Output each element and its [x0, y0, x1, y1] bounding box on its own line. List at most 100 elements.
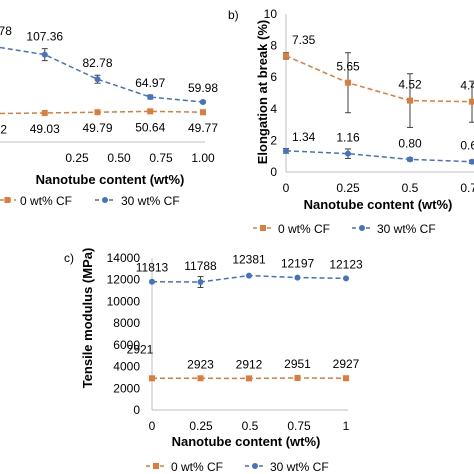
panel-b-series-0-data-label: 4.52	[398, 78, 422, 92]
panel-b-x-tick-label: 0.25	[336, 181, 360, 195]
panel-c-series-0-point	[294, 374, 301, 381]
panel-c-series-1-point	[294, 274, 301, 281]
panel-a-x-tick-label: 0.25	[65, 151, 89, 165]
panel-b-y-tick-label: 10	[264, 7, 278, 21]
panel-a-x-tick-label: 0.50	[107, 151, 131, 165]
panel-b-series-0-point	[283, 52, 289, 59]
panel-b-series-0-data-label: 4.45	[460, 79, 474, 93]
panel-b-series-1-data-label: 0.65	[460, 139, 474, 153]
panel-b-series-0-point	[407, 97, 413, 104]
panel-b-series-1-data-label: 0.80	[398, 136, 422, 150]
panel-c-series-0-data-label: 2923	[187, 357, 214, 371]
panel-c-series-1-data-label: 12381	[232, 253, 266, 267]
panel-a-series-1-data-label: 64.97	[135, 76, 165, 90]
panel-b-series-1-line	[285, 150, 473, 163]
panel-a-legend: 0 wt% CF 30 wt% CF	[0, 194, 180, 208]
panel-b-series-1-point	[345, 150, 351, 157]
legend-marker-30wt-cf	[252, 463, 258, 469]
panel-b-series-0-point	[345, 79, 351, 86]
panel-c-letter: c)	[64, 251, 74, 265]
panel-c-series-0-data-label: 2927	[333, 357, 360, 371]
panel-b-series-1-point	[407, 156, 413, 163]
panel-b-series-0-line	[285, 55, 473, 103]
legend-marker-30wt-cf	[102, 197, 108, 203]
panel-c-series-1-point	[197, 279, 204, 286]
panel-c-y-tick-label: 14000	[107, 251, 141, 265]
panel-c-y-tick-label: 4000	[113, 360, 140, 374]
panel-b-x-tick-label: 0.75	[460, 181, 474, 195]
panel-b-x-tick-label: 0	[283, 181, 290, 195]
panel-a-x-axis-title: Nanotube content (wt%)	[36, 172, 185, 187]
panel-c-series-1-data-label: 12123	[329, 257, 363, 271]
panel-c-x-axis-title: Nanotube content (wt%)	[172, 434, 321, 449]
panel-c-legend: 0 wt% CF 30 wt% CF	[146, 460, 329, 474]
legend-label-30wt-cf: 30 wt% CF	[121, 194, 180, 208]
panel-a-series-1-line	[0, 46, 204, 103]
panel-c-x-tick-label: 0.5	[242, 419, 259, 433]
panel-b-y-tick-label: 8	[270, 39, 277, 53]
panel-b-series-1-point	[283, 147, 289, 154]
panel-a-x-tick-label: 0.75	[149, 151, 173, 165]
panel-a-series-1-data-label: 115.78	[0, 24, 12, 38]
panel-c-series-1-data-label: 11813	[136, 261, 169, 275]
panel-c-y-tick-label: 6000	[113, 338, 140, 352]
legend-marker-0wt-cf	[260, 225, 266, 231]
panel-c-y-tick-label: 0	[133, 403, 140, 417]
panel-b-y-tick-label: 0	[270, 165, 277, 179]
panel-c-x-tick-label: 0.25	[189, 419, 213, 433]
legend-label-0wt-cf: 0 wt% CF	[171, 460, 223, 474]
panel-c-series-0-data-label: 2912	[236, 357, 263, 371]
panel-b-y-axis-title: Elongation at break (%)	[255, 20, 270, 164]
legend-label-30wt-cf: 30 wt% CF	[270, 460, 329, 474]
panel-a-series-0-point	[147, 108, 154, 115]
panel-b-series-0-data-label: 7.35	[292, 33, 316, 47]
panel-c-series-0-point	[246, 375, 252, 382]
panel-c-y-tick-label: 2000	[113, 381, 140, 395]
panel-c-x-tick-label: 0	[149, 419, 156, 433]
panel-b-legend: 0 wt% CF 30 wt% CF	[253, 222, 436, 236]
panel-a-x-tick-label: 1.00	[191, 151, 215, 165]
panel-a-series-1-point	[147, 94, 154, 101]
legend-marker-0wt-cf	[4, 197, 11, 203]
panel-a-series-1-point	[200, 99, 206, 106]
panel-b-series-0-data-label: 5.65	[336, 60, 360, 74]
panel-c-y-tick-label: 10000	[107, 294, 141, 308]
panel-b: b) Elongation at break (%) 0 2 4 6 8 10 …	[228, 7, 474, 236]
legend-label-30wt-cf: 30 wt% CF	[377, 222, 436, 236]
panel-a-series-1-data-label: 82.78	[82, 56, 112, 70]
panel-a-series-1-data-label: 107.36	[26, 30, 63, 44]
panel-c: c) Tensile modulus (MPa) 0 2000 4000 600…	[64, 248, 363, 474]
panel-a-series-1-data-label: 59.98	[188, 81, 218, 95]
panel-c-series-0-point	[197, 375, 204, 382]
panel-b-letter: b)	[228, 8, 239, 22]
panel-a-series-0-point	[200, 109, 206, 116]
panel-c-series-0-data-label: 2921	[127, 342, 154, 356]
panel-a-series-0-data-label: 49.77	[188, 121, 218, 135]
panel-a-series-0-data-label: 48.42	[0, 123, 7, 137]
panel-a-series-0-data-label: 50.64	[135, 120, 165, 134]
panel-a-series-0-point	[41, 109, 48, 116]
panel-a-series-0-data-label: 49.03	[30, 122, 60, 136]
panel-b-series-1-data-label: 1.16	[336, 131, 360, 145]
panel-a-series-0-line	[0, 110, 204, 115]
panel-a-series-0-point	[94, 109, 101, 116]
panel-b-y-tick-label: 2	[270, 133, 277, 147]
panel-a: 0.25 0.50 0.75 1.00 Nanotube content (wt…	[0, 24, 218, 208]
legend-label-0wt-cf: 0 wt% CF	[20, 194, 72, 208]
panel-c-x-tick-label: 0.75	[287, 419, 311, 433]
legend-marker-0wt-cf	[153, 463, 159, 469]
panel-b-series-1-point	[469, 158, 474, 165]
panel-c-series-0-point	[343, 375, 349, 382]
panel-c-y-tick-label: 8000	[113, 316, 140, 330]
panel-c-x-tick-label: 1	[343, 419, 350, 433]
panel-b-x-axis-title: Nanotube content (wt%)	[304, 197, 453, 212]
panel-b-y-tick-label: 6	[270, 70, 277, 84]
panel-c-series-0-data-label: 2951	[284, 357, 311, 371]
panel-b-y-tick-label: 4	[270, 102, 277, 116]
panel-c-series-1-point	[246, 272, 252, 279]
panel-c-y-tick-label: 12000	[107, 273, 141, 287]
panel-c-y-axis-title: Tensile modulus (MPa)	[80, 248, 95, 389]
panel-c-series-1-point	[149, 278, 155, 285]
panel-b-series-0-point	[469, 98, 474, 105]
